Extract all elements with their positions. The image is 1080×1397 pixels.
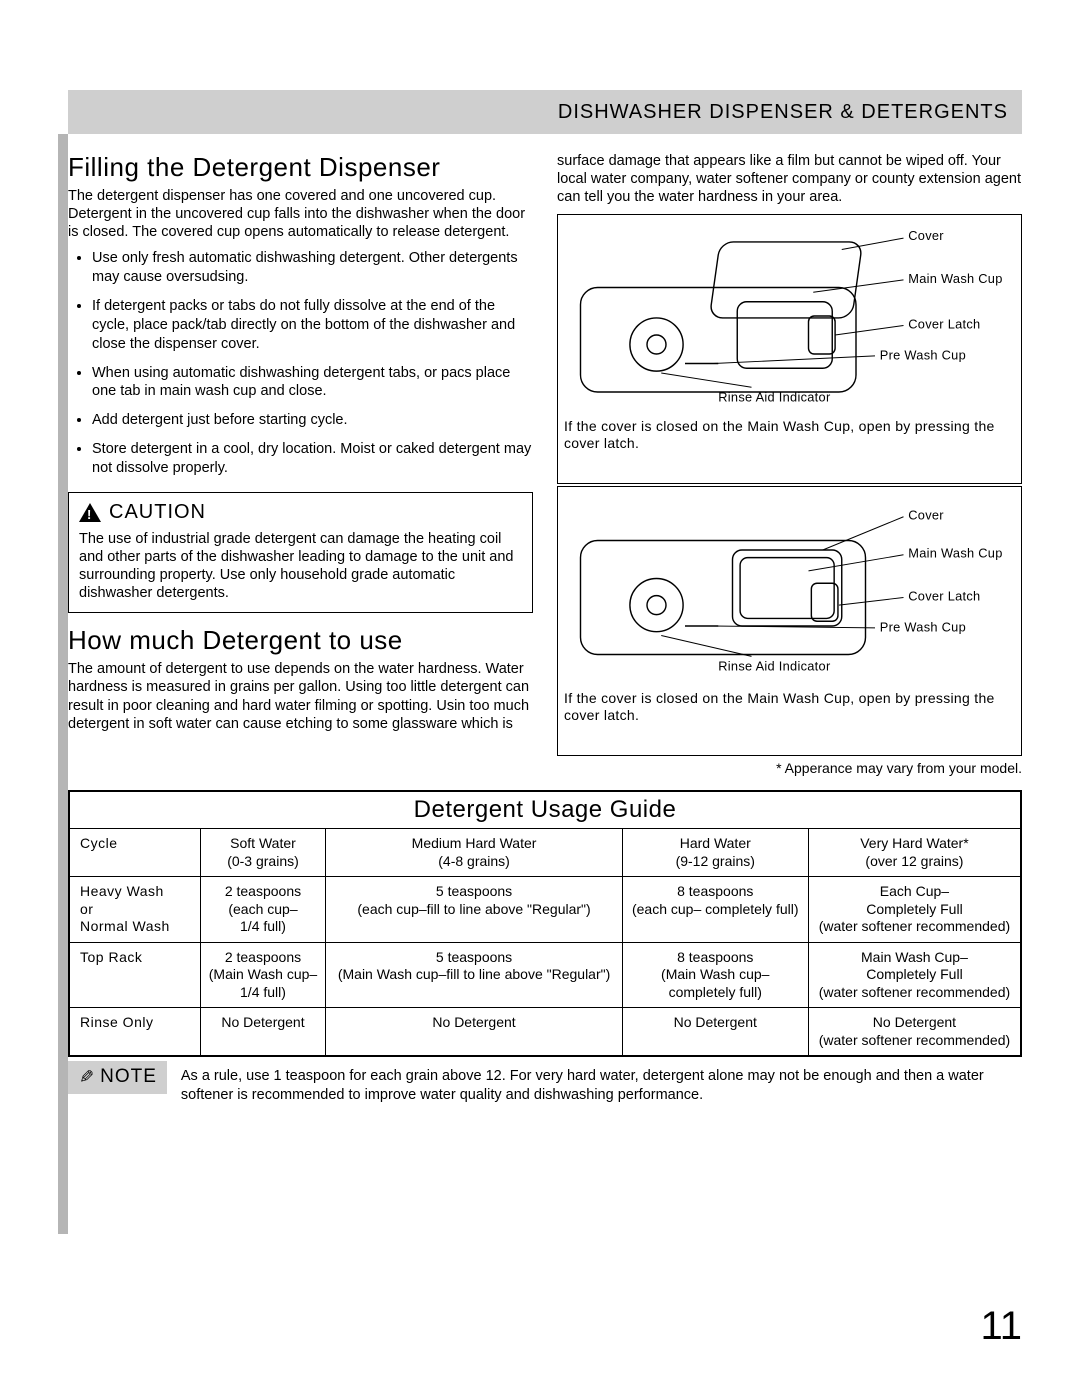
label-pre-wash-2: Pre Wash Cup (880, 620, 966, 635)
dispenser-diagram-open: Cover Main Wash Cup Cover Latch Pre Wash… (557, 214, 1022, 484)
page-number: 11 (980, 1304, 1022, 1349)
col-very-hard: Very Hard Water*(over 12 grains) (808, 829, 1020, 877)
col-medium: Medium Hard Water(4-8 grains) (326, 829, 622, 877)
dispenser-svg: Cover Main Wash Cup Cover Latch Pre Wash… (564, 221, 1015, 411)
note-text: As a rule, use 1 teaspoon for each grain… (181, 1061, 1022, 1105)
detergent-usage-guide: Detergent Usage Guide Cycle Soft Water(0… (68, 790, 1022, 1057)
pen-icon: ✎ (78, 1066, 94, 1089)
table-row: Rinse Only No Detergent No Detergent No … (70, 1008, 1020, 1056)
filling-bullets: Use only fresh automatic dishwashing det… (68, 249, 533, 477)
how-much-heading: How much Detergent to use (68, 625, 533, 656)
diagram-caption-2: If the cover is closed on the Main Wash … (564, 686, 1015, 724)
filling-heading: Filling the Detergent Dispenser (68, 152, 533, 183)
appearance-footnote: * Apperance may vary from your model. (557, 760, 1022, 776)
filling-paragraph: The detergent dispenser has one covered … (68, 187, 533, 241)
warning-icon (79, 503, 101, 522)
bullet-item: Add detergent just before starting cycle… (92, 411, 533, 430)
section-title: DISHWASHER DISPENSER & DETERGENTS (558, 101, 1008, 124)
label-cover-latch: Cover Latch (908, 317, 980, 332)
col-soft: Soft Water(0-3 grains) (200, 829, 326, 877)
diagram-caption: If the cover is closed on the Main Wash … (564, 414, 1015, 452)
note-badge: ✎ NOTE (68, 1061, 167, 1094)
note-label-text: NOTE (100, 1065, 157, 1090)
label-cover-2: Cover (908, 508, 944, 523)
col-hard: Hard Water(9-12 grains) (622, 829, 808, 877)
table-row: Top Rack 2 teaspoons(Main Wash cup–1/4 f… (70, 942, 1020, 1008)
guide-table: Cycle Soft Water(0-3 grains) Medium Hard… (70, 829, 1020, 1055)
col-cycle: Cycle (70, 829, 200, 877)
continuation-paragraph: surface damage that appears like a film … (557, 152, 1022, 206)
caution-label: CAUTION (109, 501, 206, 524)
bullet-item: Use only fresh automatic dishwashing det… (92, 249, 533, 287)
caution-box: CAUTION The use of industrial grade dete… (68, 492, 533, 614)
label-pre-wash: Pre Wash Cup (880, 348, 966, 363)
side-accent-bar (58, 134, 68, 1234)
label-main-wash-2: Main Wash Cup (908, 546, 1002, 561)
section-header: DISHWASHER DISPENSER & DETERGENTS (68, 90, 1022, 134)
label-cover-latch-2: Cover Latch (908, 589, 980, 604)
left-column: Filling the Detergent Dispenser The dete… (68, 152, 533, 776)
table-header-row: Cycle Soft Water(0-3 grains) Medium Hard… (70, 829, 1020, 877)
dispenser-svg-2: Cover Main Wash Cup Cover Latch Pre Wash… (564, 493, 1015, 683)
guide-title: Detergent Usage Guide (70, 792, 1020, 829)
label-rinse-aid-2: Rinse Aid Indicator (718, 659, 831, 674)
label-main-wash: Main Wash Cup (908, 271, 1002, 286)
dispenser-diagram-closed: Cover Main Wash Cup Cover Latch Pre Wash… (557, 486, 1022, 756)
label-rinse-aid: Rinse Aid Indicator (718, 390, 831, 405)
right-column: surface damage that appears like a film … (557, 152, 1022, 776)
label-cover: Cover (908, 228, 944, 243)
note-row: ✎ NOTE As a rule, use 1 teaspoon for eac… (68, 1061, 1022, 1105)
bullet-item: If detergent packs or tabs do not fully … (92, 297, 533, 354)
caution-text: The use of industrial grade detergent ca… (79, 530, 522, 603)
bullet-item: When using automatic dishwashing deterge… (92, 364, 533, 402)
table-row: Heavy WashorNormal Wash 2 teaspoons(each… (70, 877, 1020, 943)
bullet-item: Store detergent in a cool, dry location.… (92, 440, 533, 478)
how-much-paragraph: The amount of detergent to use depends o… (68, 660, 533, 733)
